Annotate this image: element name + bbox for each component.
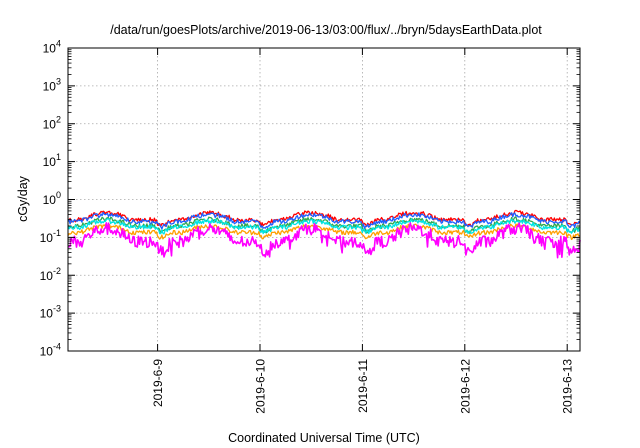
x-axis-ticks: 2019-6-9 2019-6-10 2019-6-11 2019-6-12 2019-… [151, 48, 575, 414]
y-tick-label: 10-4 [40, 342, 61, 359]
x-tick-label: 2019-6-10 [254, 359, 268, 414]
x-tick-label: 2019-6-12 [458, 359, 472, 414]
y-tick-label: 103 [43, 76, 61, 93]
chart-title: /data/run/goesPlots/archive/2019-06-13/0… [110, 23, 542, 37]
series-line [67, 223, 581, 241]
grid [68, 48, 580, 351]
y-tick-label: 104 [43, 39, 61, 56]
y-tick-label: 10-2 [40, 266, 61, 283]
y-tick-label: 10-3 [40, 304, 61, 321]
series-line [67, 222, 581, 259]
x-axis-label: Coordinated Universal Time (UTC) [228, 431, 420, 445]
x-tick-label: 2019-6-11 [356, 359, 370, 413]
x-tick-label: 2019-6-13 [561, 359, 575, 414]
series-line [67, 211, 581, 230]
y-tick-label: 101 [43, 152, 61, 169]
y-axis-label: cGy/day [16, 175, 30, 222]
y-axis-ticks: 10-4 10-3 10-2 10-1 100 101 102 103 104 [40, 39, 580, 359]
y-tick-label: 102 [43, 114, 61, 131]
series-lines [67, 209, 581, 259]
x-tick-label: 2019-6-9 [151, 359, 165, 407]
y-tick-label: 10-1 [40, 228, 61, 245]
y-tick-label: 100 [43, 190, 61, 207]
series-line [67, 218, 581, 235]
